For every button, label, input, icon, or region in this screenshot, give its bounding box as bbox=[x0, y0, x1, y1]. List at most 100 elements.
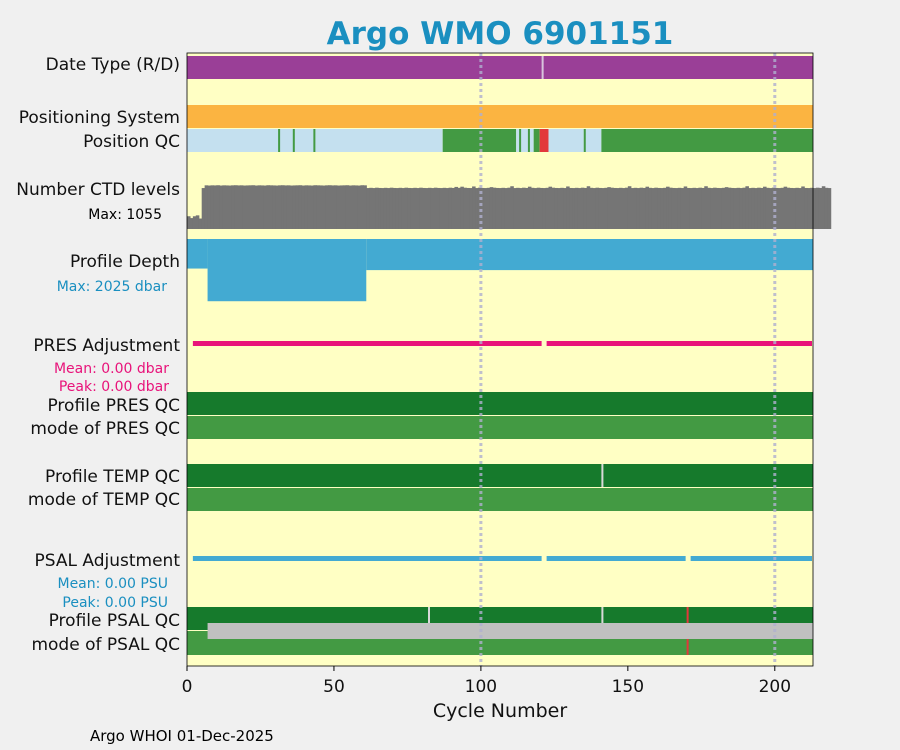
ctd-level-bar bbox=[442, 187, 447, 229]
label-positioning-system: Positioning System bbox=[19, 108, 180, 128]
ctd-level-bar bbox=[195, 215, 200, 229]
x-tick-label: 0 bbox=[182, 677, 193, 697]
date-type-bar bbox=[187, 56, 813, 79]
ctd-level-bar bbox=[745, 186, 749, 229]
ctd-level-bar bbox=[677, 187, 682, 229]
ctd-level-bar bbox=[398, 187, 403, 229]
psal-adjustment-gap bbox=[541, 556, 547, 561]
ctd-level-bar bbox=[554, 187, 558, 229]
ctd-level-bar bbox=[730, 187, 735, 229]
ctd-level-bar bbox=[242, 185, 247, 229]
ctd-level-bar bbox=[774, 187, 779, 229]
ctd-level-bar bbox=[780, 187, 785, 229]
ctd-level-bar bbox=[739, 188, 744, 229]
label-psal-peak: Peak: 0.00 PSU bbox=[62, 595, 168, 611]
ctd-level-bar bbox=[386, 188, 391, 229]
position-qc-good-marker bbox=[583, 129, 586, 152]
ctd-level-bar bbox=[636, 188, 641, 229]
ctd-level-bar bbox=[783, 186, 788, 229]
ctd-level-bar bbox=[316, 185, 320, 229]
ctd-level-bar bbox=[204, 185, 209, 229]
position-qc-segment bbox=[516, 129, 534, 152]
ctd-level-bar bbox=[254, 185, 259, 229]
ctd-level-bar bbox=[648, 187, 652, 229]
ctd-level-bar bbox=[604, 187, 608, 229]
ctd-level-bar bbox=[222, 185, 226, 229]
profile-temp-qc-bar bbox=[187, 464, 813, 487]
ctd-level-bar bbox=[366, 188, 370, 229]
ctd-level-bar bbox=[295, 185, 300, 229]
ctd-level-bar bbox=[407, 187, 411, 229]
ctd-level-bar bbox=[536, 187, 541, 229]
ctd-level-bar bbox=[369, 187, 373, 229]
ctd-level-bar bbox=[821, 186, 826, 229]
ctd-level-bar bbox=[389, 187, 394, 229]
ctd-level-bar bbox=[695, 188, 699, 229]
ctd-level-bar bbox=[410, 188, 414, 229]
ctd-level-bar bbox=[789, 187, 794, 229]
ctd-level-bar bbox=[298, 185, 303, 229]
ctd-level-bar bbox=[483, 188, 488, 229]
ctd-level-bar bbox=[683, 186, 688, 229]
x-tick-label: 150 bbox=[612, 677, 644, 697]
ctd-level-bar bbox=[392, 187, 397, 229]
profile-depth-bar-deep bbox=[207, 239, 367, 302]
ctd-level-bar bbox=[427, 187, 432, 229]
ctd-level-bar bbox=[498, 188, 503, 229]
ctd-level-bar bbox=[260, 185, 265, 229]
plot-frame bbox=[186, 52, 814, 667]
ctd-level-bar bbox=[395, 188, 400, 229]
position-qc-good-marker bbox=[527, 129, 530, 152]
ctd-level-bar bbox=[577, 188, 582, 229]
ctd-level-bar bbox=[210, 185, 215, 229]
ctd-level-bar bbox=[760, 187, 764, 229]
ctd-level-bar bbox=[207, 185, 212, 229]
ctd-level-bar bbox=[680, 188, 685, 229]
ctd-level-bar bbox=[413, 187, 417, 229]
psal-adjustment-line bbox=[192, 556, 812, 561]
label-psal-mean: Mean: 0.00 PSU bbox=[57, 576, 168, 592]
profile-temp-qc-marker bbox=[601, 464, 604, 487]
ctd-level-bar bbox=[319, 185, 323, 229]
ctd-level-bar bbox=[469, 188, 473, 229]
ctd-level-bar bbox=[516, 187, 520, 229]
x-axis-label: Cycle Number bbox=[433, 700, 567, 722]
position-qc-good-marker bbox=[313, 129, 316, 152]
ctd-level-bar bbox=[328, 185, 332, 229]
ctd-level-bar bbox=[807, 188, 811, 229]
ctd-level-bar bbox=[475, 188, 479, 229]
ctd-level-bar bbox=[813, 188, 817, 229]
ctd-level-bar bbox=[433, 187, 438, 229]
ctd-level-bar bbox=[286, 185, 291, 229]
ctd-level-bar bbox=[331, 185, 335, 229]
ctd-level-bar bbox=[613, 187, 617, 229]
ctd-level-bar bbox=[630, 188, 635, 229]
ctd-level-bar bbox=[560, 187, 564, 229]
ctd-level-bar bbox=[710, 188, 714, 229]
ctd-level-bar bbox=[313, 185, 317, 229]
ctd-level-bar bbox=[639, 187, 644, 229]
ctd-level-bar bbox=[225, 185, 229, 229]
ctd-level-bar bbox=[354, 185, 359, 229]
ctd-level-bar bbox=[654, 187, 658, 229]
ctd-level-bar bbox=[281, 185, 285, 229]
ctd-level-bar bbox=[592, 188, 597, 229]
ctd-level-bar bbox=[504, 188, 508, 229]
ctd-level-bar bbox=[542, 188, 547, 229]
label-profile-pres-qc: Profile PRES QC bbox=[47, 396, 180, 416]
ctd-level-bar bbox=[380, 188, 385, 229]
label-pres-mean: Mean: 0.00 dbar bbox=[54, 361, 169, 377]
ctd-level-bar bbox=[569, 187, 573, 229]
ctd-level-bar bbox=[721, 187, 726, 229]
x-tick-label: 100 bbox=[465, 677, 497, 697]
ctd-level-bar bbox=[757, 187, 761, 229]
ctd-level-bar bbox=[539, 187, 544, 229]
ctd-level-bar bbox=[619, 187, 623, 229]
ctd-level-bar bbox=[448, 187, 453, 229]
ctd-level-bar bbox=[771, 187, 776, 229]
ctd-level-bar bbox=[574, 187, 579, 229]
ctd-level-bar bbox=[798, 188, 802, 229]
label-ctd-max: Max: 1055 bbox=[88, 207, 162, 223]
ctd-level-bar bbox=[283, 185, 288, 229]
ctd-level-bar bbox=[595, 187, 600, 229]
